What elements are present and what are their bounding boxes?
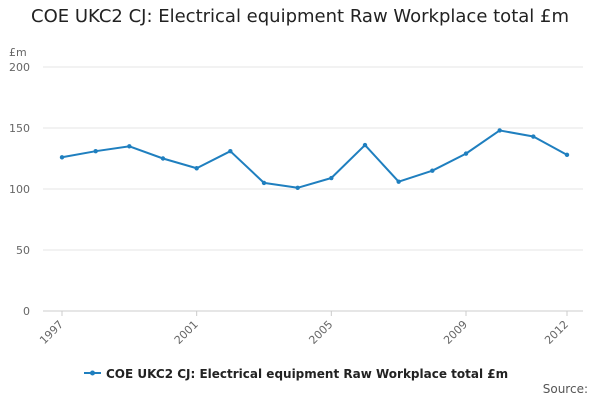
data-point-1999[interactable] [127, 144, 132, 149]
data-point-2010[interactable] [497, 128, 502, 133]
y-tick-label: 100 [9, 183, 30, 196]
data-point-2000[interactable] [160, 156, 166, 161]
y-tick-label: 50 [16, 244, 30, 257]
data-point-1998[interactable] [93, 148, 98, 154]
legend-marker [90, 370, 95, 376]
x-tick-label: 1997 [37, 318, 66, 347]
legend: COE UKC2 CJ: Electrical equipment Raw Wo… [84, 367, 508, 381]
y-tick-labels: 0 50 100 150 200 [9, 61, 30, 318]
x-tick-label: 2009 [441, 318, 470, 347]
data-point-2011[interactable] [531, 134, 536, 139]
x-tick-label: 2001 [172, 318, 201, 347]
x-tick-labels: 1997 2001 2005 2009 2012 [37, 311, 571, 347]
data-point-2008[interactable] [430, 168, 435, 173]
data-point-2005[interactable] [329, 175, 334, 181]
data-point-2002[interactable] [228, 148, 233, 154]
y-tick-label: 0 [23, 305, 30, 318]
series-group [59, 128, 570, 190]
y-tick-label: 150 [9, 122, 30, 135]
data-point-2003[interactable] [261, 180, 267, 186]
legend-label: COE UKC2 CJ: Electrical equipment Raw Wo… [106, 367, 508, 381]
grid [43, 66, 583, 312]
data-point-2009[interactable] [463, 151, 469, 156]
data-point-2007[interactable] [396, 179, 401, 184]
data-point-1997[interactable] [59, 155, 65, 160]
data-point-2001[interactable] [194, 166, 199, 171]
data-point-2012[interactable] [564, 152, 570, 158]
y-tick-label: 200 [9, 61, 30, 74]
y-axis-label: £m [9, 46, 27, 59]
series-line [61, 129, 568, 189]
source-label: Source: [542, 382, 588, 396]
data-point-2004[interactable] [295, 185, 300, 190]
x-tick-label: 2005 [306, 318, 335, 347]
data-point-2006[interactable] [362, 142, 368, 148]
x-tick-label: 2012 [542, 318, 571, 347]
chart-title: COE UKC2 CJ: Electrical equipment Raw Wo… [31, 6, 569, 27]
